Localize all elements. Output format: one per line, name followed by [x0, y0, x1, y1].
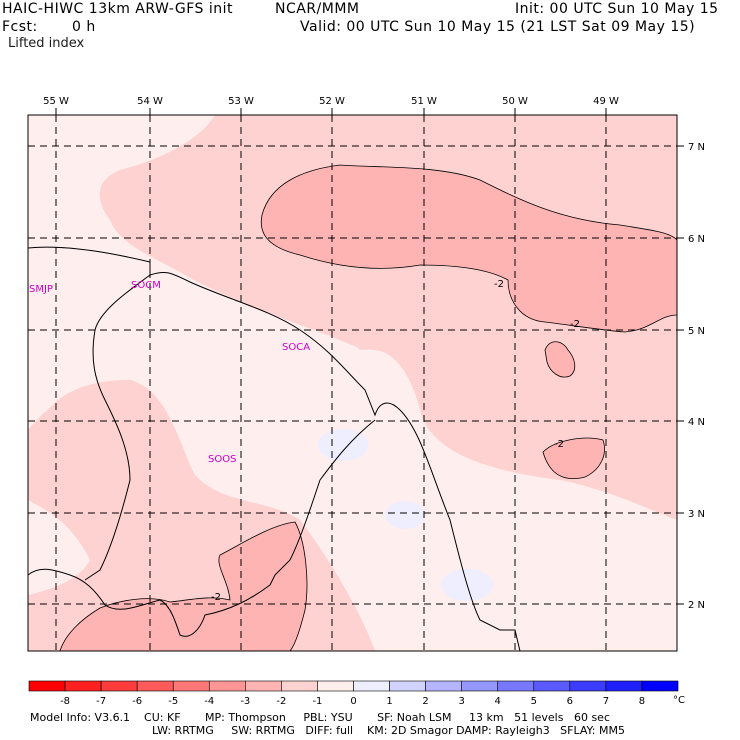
colorbar-cell [281, 680, 318, 692]
longitude-label: 53 W [228, 96, 254, 107]
latitude-label: 2 N [688, 600, 705, 611]
colorbar-tick-label: -3 [240, 696, 250, 707]
colorbar-tick-label: -8 [60, 696, 70, 707]
forecast-label: Fcst: [2, 19, 38, 35]
colorbar-tick-label: -6 [132, 696, 142, 707]
model-title: HAIC-HIWC 13km ARW-GFS init [2, 1, 234, 17]
longitude-label: 49 W [593, 96, 619, 107]
latitude-label: 6 N [688, 234, 705, 245]
colorbar-cell [172, 680, 210, 692]
contour-label: -2 [494, 279, 504, 290]
colorbar-cell [605, 680, 643, 692]
border-south [28, 419, 376, 637]
colorbar-tick-label: 5 [531, 696, 537, 707]
station-soos: SOOS [208, 454, 236, 465]
colorbar-cell [389, 680, 426, 692]
field-0-to-plus-1-a [318, 429, 368, 461]
colorbar-cell [353, 680, 390, 692]
organization: NCAR/MMM [275, 1, 360, 17]
colorbar-tick-label: 1 [386, 696, 392, 707]
field-east-minus-1 [329, 115, 677, 480]
latitude-label: 7 N [688, 142, 705, 153]
map-plot-area: -2 -2 -2 -2 SMJP SOCM SOCA SOOS [28, 115, 677, 651]
colorbar-cell [569, 680, 607, 692]
contour-label: -2 [211, 592, 221, 603]
contour-label: -2 [570, 319, 580, 330]
colorbar-tick-label: 7 [603, 696, 609, 707]
colorbar-tick-label: 2 [422, 696, 428, 707]
field-minus-2-spot-b [542, 437, 605, 479]
colorbar-tick-label: -2 [276, 696, 286, 707]
station-soca: SOCA [282, 342, 310, 353]
colorbar-tick-label: 6 [567, 696, 573, 707]
latitude-label: 3 N [688, 509, 705, 520]
longitude-label: 50 W [502, 96, 528, 107]
graticule [28, 115, 677, 651]
colorbar-cell [28, 680, 66, 692]
colorbar-cell [533, 680, 571, 692]
colorbar-cell [64, 680, 102, 692]
model-info-line-1: Model Info: V3.6.1 CU: KF MP: Thompson P… [30, 711, 610, 724]
colorbar-tick-label: 3 [458, 696, 464, 707]
colorbar-cell [245, 680, 282, 692]
station-socm: SOCM [131, 280, 161, 291]
colorbar-cell [461, 680, 499, 692]
colorbar-cell [100, 680, 138, 692]
latitude-label: 5 N [688, 326, 705, 337]
map-frame [27, 114, 678, 652]
field-0-to-plus-1-b [385, 501, 425, 529]
longitude-label: 55 W [43, 96, 69, 107]
field-minus-2-spot-a [544, 341, 576, 378]
field-name: Lifted index [8, 36, 85, 51]
field-minus-2-to-minus-3-north [260, 164, 677, 333]
colorbar-cell [208, 680, 246, 692]
colorbar-tick-label: -5 [168, 696, 178, 707]
colorbar-tick-label: 0 [350, 696, 356, 707]
colorbar-unit: °C [673, 695, 685, 706]
colorbar-tick-label: 4 [495, 696, 501, 707]
colorbar-cell [317, 680, 354, 692]
model-info-line-2: LW: RRTMG SW: RRTMG DIFF: full KM: 2D Sm… [152, 724, 625, 737]
colorbar-tick-label: -7 [96, 696, 106, 707]
colorbar-ticks: -8 -7 -6 -5 -4 -3 -2 -1 0 1 2 3 4 5 6 7 8 [60, 696, 645, 707]
colorbar-cell [641, 680, 679, 692]
latitude-label: 4 N [688, 417, 705, 428]
colorbar-cell [136, 680, 174, 692]
forecast-hour: 0 h [72, 19, 96, 35]
colorbar [28, 680, 679, 692]
colorbar-tick-label: -1 [312, 696, 322, 707]
contour-label: -2 [554, 439, 564, 450]
longitude-label: 51 W [411, 96, 437, 107]
colorbar-tick-label: -4 [204, 696, 214, 707]
border-west [84, 274, 151, 581]
station-smjp: SMJP [29, 284, 53, 295]
colorbar-tick-label: 8 [639, 696, 645, 707]
longitude-label: 52 W [319, 96, 345, 107]
init-time: Init: 00 UTC Sun 10 May 15 [515, 1, 719, 17]
colorbar-cell [497, 680, 535, 692]
colorbar-cell [425, 680, 462, 692]
valid-time: Valid: 00 UTC Sun 10 May 15 (21 LST Sat … [300, 19, 696, 35]
longitude-label: 54 W [137, 96, 163, 107]
tick-marks [55, 108, 684, 605]
